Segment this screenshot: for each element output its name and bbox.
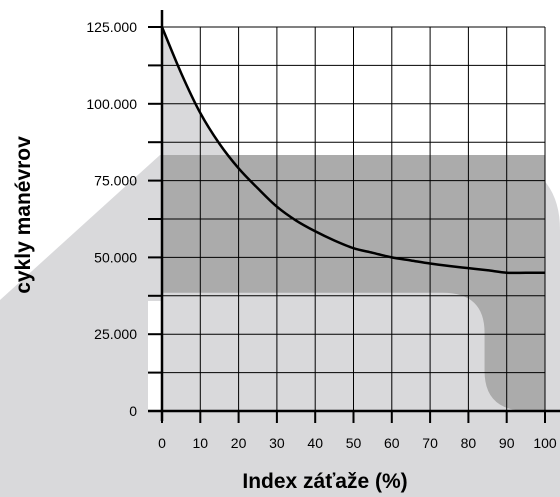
x-tick-label: 50 [346,435,362,451]
series-curve [160,26,545,275]
y-tick-label: 75.000 [94,173,137,189]
x-tick-label: 90 [499,435,515,451]
x-tick-label: 70 [422,435,438,451]
y-tick-label: 25.000 [94,326,137,342]
y-tick-label: 125.000 [86,19,137,35]
x-tick-label: 10 [193,435,209,451]
x-tick-label: 20 [231,435,247,451]
area-under-curve [162,27,545,411]
x-tick-label: 30 [269,435,285,451]
x-tick-label: 0 [158,435,166,451]
x-tick-label: 100 [533,435,557,451]
y-tick-label: 50.000 [94,249,137,265]
x-tick-label: 80 [461,435,477,451]
band-gap [148,301,162,411]
x-tick-label: 60 [384,435,400,451]
x-tick-label: 40 [307,435,323,451]
y-axis-title: cykly manévrov [12,136,35,294]
y-tick-label: 0 [129,403,137,419]
grid [162,26,546,411]
x-axis-ticks: 0 10 20 30 40 50 60 70 80 90 100 [158,411,557,451]
x-axis-title: Index záťaže (%) [242,470,407,493]
y-tick-label: 100.000 [86,96,137,112]
y-axis-ticks: 0 25.000 50.000 75.000 100.000 125.000 [86,19,162,419]
